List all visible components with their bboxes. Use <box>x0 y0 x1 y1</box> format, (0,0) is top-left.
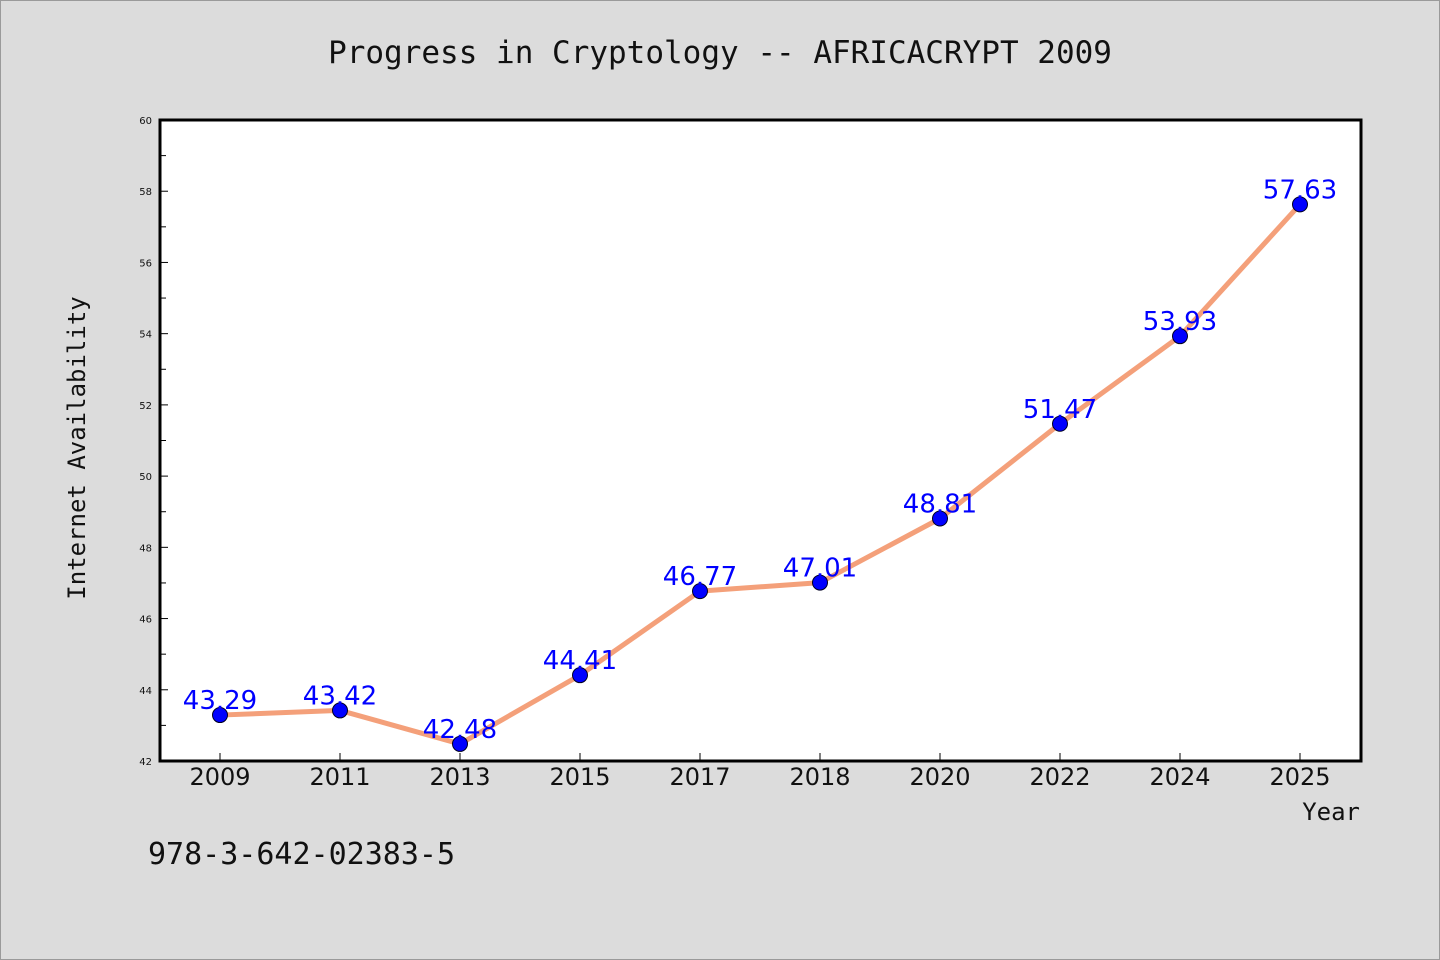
x-tick-label: 2013 <box>429 763 490 791</box>
x-axis-label: Year <box>1302 798 1360 826</box>
x-tick-label: 2025 <box>1269 763 1330 791</box>
data-label: 51.47 <box>1023 395 1097 425</box>
x-tick-label: 2022 <box>1029 763 1090 791</box>
data-point <box>1172 328 1188 345</box>
data-label: 42.48 <box>423 715 497 745</box>
y-tick-label: 42 <box>139 757 152 768</box>
data-point <box>332 702 348 719</box>
data-label: 46.77 <box>663 562 737 592</box>
data-label: 48.81 <box>903 489 977 519</box>
series-group: 43.29 43.42 42.48 44.41 46.77 47.01 48.81 51.47… <box>183 175 1337 752</box>
data-label: 44.41 <box>543 646 617 676</box>
data-label: 53.93 <box>1143 307 1217 337</box>
y-tick-label: 58 <box>139 187 152 198</box>
y-tick-label: 60 <box>139 116 152 127</box>
y-tick-label: 56 <box>139 258 152 269</box>
y-axis: 42 44 46 48 50 52 54 56 58 60 <box>139 116 168 768</box>
y-tick-label: 44 <box>139 686 152 697</box>
y-tick-label: 54 <box>139 330 152 341</box>
x-tick-label: 2020 <box>909 763 970 791</box>
data-point <box>1052 415 1068 432</box>
y-tick-label: 52 <box>139 401 152 412</box>
data-point <box>212 707 228 724</box>
plot-area <box>158 118 1363 763</box>
series-line <box>217 201 1303 747</box>
x-tick-label: 2024 <box>1149 763 1210 791</box>
y-tick-label: 50 <box>139 472 152 483</box>
x-tick-label: 2015 <box>549 763 610 791</box>
isbn-footnote: 978-3-642-02383-5 <box>148 837 455 872</box>
x-tick-label: 2009 <box>189 763 250 791</box>
x-axis: 2009 2011 2013 2015 2017 2018 2020 2022 2024 2025 <box>189 753 1331 791</box>
chart-title: Progress in Cryptology -- AFRICACRYPT 20… <box>328 35 1112 71</box>
data-label: 43.29 <box>183 686 257 716</box>
data-label: 43.42 <box>303 681 377 711</box>
x-tick-label: 2011 <box>309 763 370 791</box>
y-tick-label: 48 <box>139 543 152 554</box>
data-point <box>452 735 468 752</box>
data-label: 57.63 <box>1263 175 1337 205</box>
data-point <box>812 574 828 591</box>
data-point <box>572 667 588 684</box>
y-tick-label: 46 <box>139 615 152 626</box>
x-tick-label: 2017 <box>669 763 730 791</box>
data-point <box>1292 196 1308 213</box>
data-label: 47.01 <box>783 554 857 584</box>
x-tick-label: 2018 <box>789 763 850 791</box>
data-point <box>932 510 948 527</box>
data-point <box>692 583 708 600</box>
y-axis-label: Internet Availability <box>63 296 91 599</box>
